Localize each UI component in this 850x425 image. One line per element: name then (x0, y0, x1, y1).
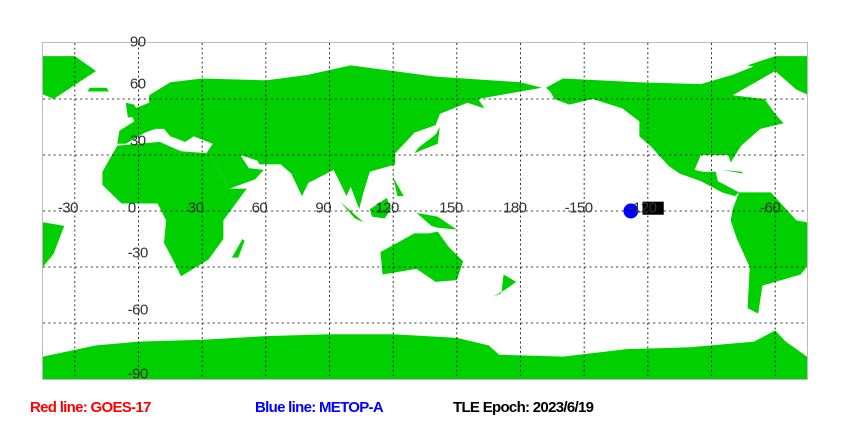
lon-label: 0 (127, 199, 136, 217)
satellite-label-block (642, 201, 664, 215)
lon-label: 60 (251, 199, 268, 217)
tle-epoch: TLE Epoch: 2023/6/19 (453, 399, 594, 416)
lon-label: 150 (439, 199, 463, 217)
lon-label: 120 (375, 199, 399, 217)
legend-red-line: Red line: GOES-17 (30, 399, 151, 416)
satellite-position-marker (623, 203, 639, 219)
land-greenland (43, 56, 97, 99)
land-greenland (747, 56, 807, 95)
lon-label: 30 (187, 199, 204, 217)
land-new-zealand (492, 274, 517, 297)
land-masses (43, 56, 807, 379)
land-borneo (369, 197, 392, 219)
land-new-guinea (416, 212, 457, 230)
land-madagascar (231, 239, 245, 258)
map-canvas (43, 43, 807, 379)
lat-label: -30 (127, 244, 149, 262)
lon-label: -120 (628, 199, 657, 217)
land-australia (380, 231, 464, 282)
land-iceland (87, 87, 109, 92)
lon-label: -30 (57, 199, 79, 217)
lon-label: 180 (502, 199, 527, 217)
lat-label: 60 (129, 75, 146, 93)
land-antarctica (43, 330, 807, 379)
lon-label: -60 (759, 199, 781, 217)
land-south-america (43, 222, 65, 267)
lat-label: 90 (129, 33, 146, 51)
land-philippines (393, 177, 404, 197)
lat-label: -90 (127, 365, 149, 383)
satellite-markers (623, 201, 664, 219)
land-japan (414, 127, 440, 154)
lat-label: 30 (129, 132, 146, 150)
land-cuba (722, 169, 744, 174)
land-south-america (730, 192, 807, 314)
legend-blue-line: Blue line: METOP-A (255, 399, 384, 416)
lon-label: 90 (315, 199, 332, 217)
land-north-america (545, 57, 784, 197)
world-map (42, 42, 808, 380)
land-uk (125, 102, 141, 118)
lat-label: -60 (127, 301, 149, 319)
lon-label: -150 (564, 199, 594, 217)
